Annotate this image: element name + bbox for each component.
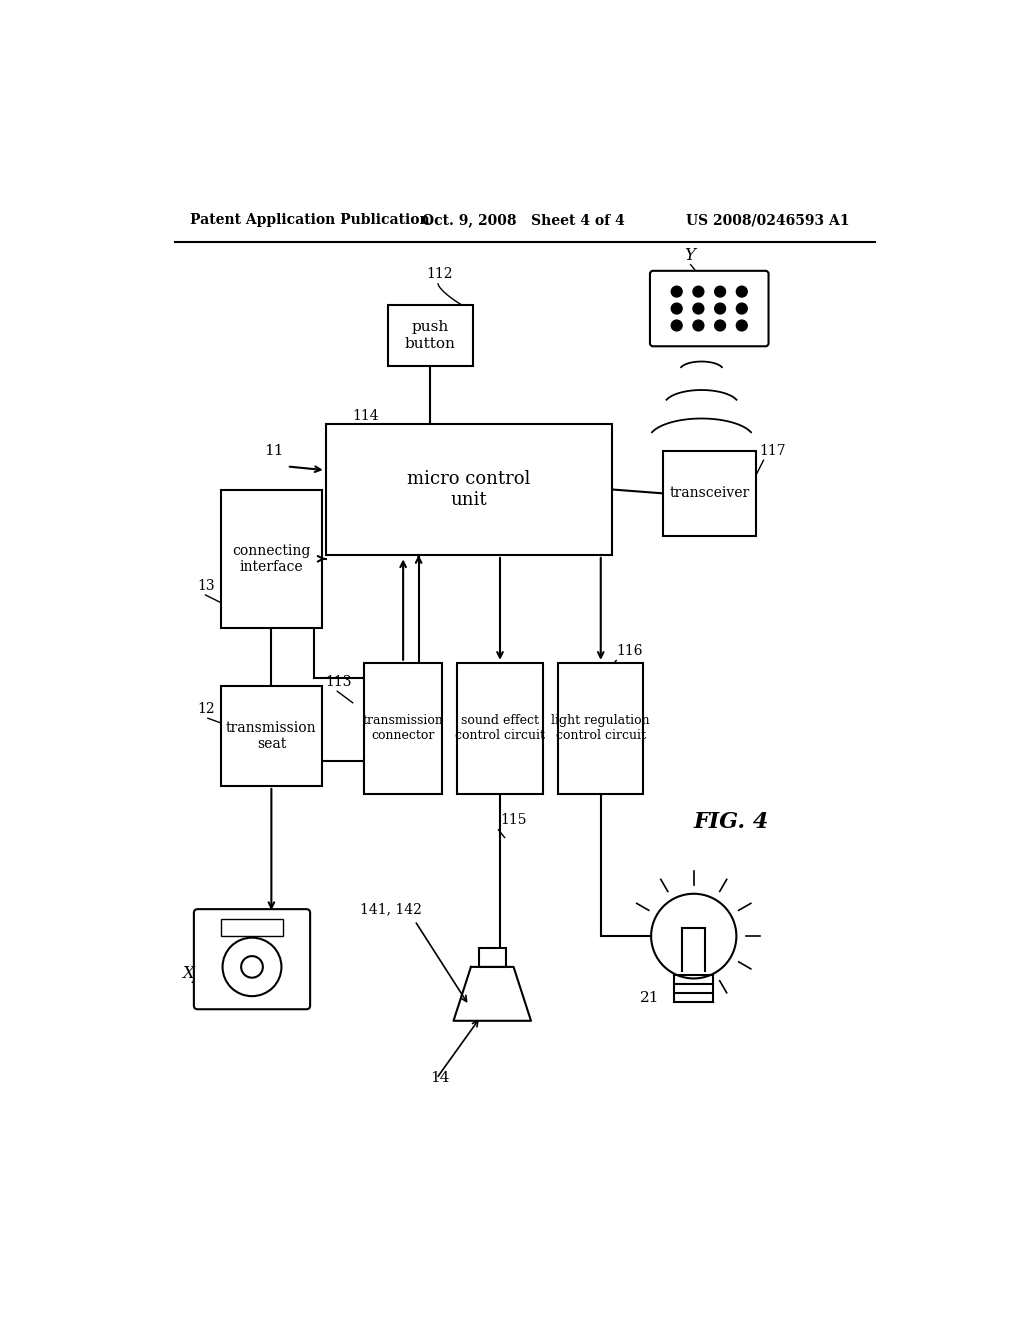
Text: transmission
connector: transmission connector [362,714,443,742]
Text: US 2008/0246593 A1: US 2008/0246593 A1 [686,213,850,227]
Bar [388,305,473,367]
Text: 115: 115 [500,813,526,828]
Text: X: X [182,965,195,982]
Text: 141, 142: 141, 142 [360,902,422,916]
Text: transceiver: transceiver [669,486,750,500]
Text: Y: Y [684,247,695,264]
Circle shape [693,321,703,331]
FancyBboxPatch shape [194,909,310,1010]
Circle shape [693,304,703,314]
Text: push
button: push button [404,321,456,351]
Text: 21: 21 [640,990,659,1005]
Text: 11: 11 [263,444,283,458]
Bar [458,663,543,793]
Text: Oct. 9, 2008   Sheet 4 of 4: Oct. 9, 2008 Sheet 4 of 4 [423,213,626,227]
Bar [558,663,643,793]
Circle shape [672,286,682,297]
Text: connecting
interface: connecting interface [232,544,310,574]
Text: 116: 116 [616,644,643,659]
Bar [221,490,322,628]
Text: 112: 112 [426,267,453,281]
Circle shape [736,304,748,314]
Circle shape [715,304,726,314]
Bar [221,919,283,936]
Text: 12: 12 [198,702,215,715]
Text: 13: 13 [198,578,215,593]
Text: 117: 117 [760,444,786,458]
Bar [663,451,756,536]
FancyBboxPatch shape [650,271,769,346]
Text: 113: 113 [326,675,352,689]
Circle shape [693,286,703,297]
Circle shape [715,321,726,331]
Text: FIG. 4: FIG. 4 [693,812,769,833]
Circle shape [736,286,748,297]
Text: Patent Application Publication: Patent Application Publication [190,213,430,227]
Bar [365,663,442,793]
Bar [478,948,506,966]
Circle shape [672,304,682,314]
Circle shape [736,321,748,331]
Bar [326,424,612,554]
Text: 114: 114 [352,409,379,424]
Circle shape [715,286,726,297]
Text: 14: 14 [430,1072,450,1085]
Text: light regulation
control circuit: light regulation control circuit [552,714,650,742]
Text: sound effect
control circuit: sound effect control circuit [455,714,545,742]
Bar [221,686,322,785]
Circle shape [672,321,682,331]
Polygon shape [454,966,531,1020]
Text: micro control
unit: micro control unit [408,470,530,510]
Text: transmission
seat: transmission seat [226,721,316,751]
